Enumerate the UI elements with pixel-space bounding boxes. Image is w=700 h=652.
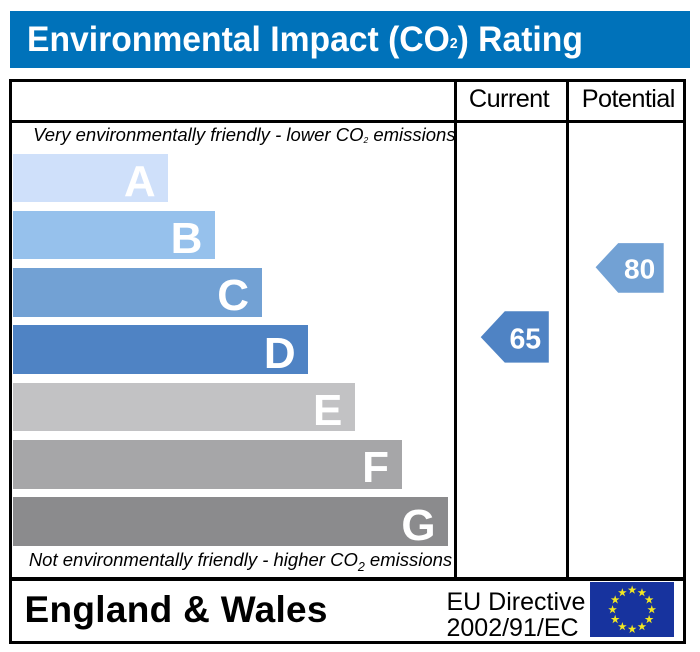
svg-text:80: 80	[624, 254, 655, 285]
svg-text:65: 65	[509, 323, 541, 355]
